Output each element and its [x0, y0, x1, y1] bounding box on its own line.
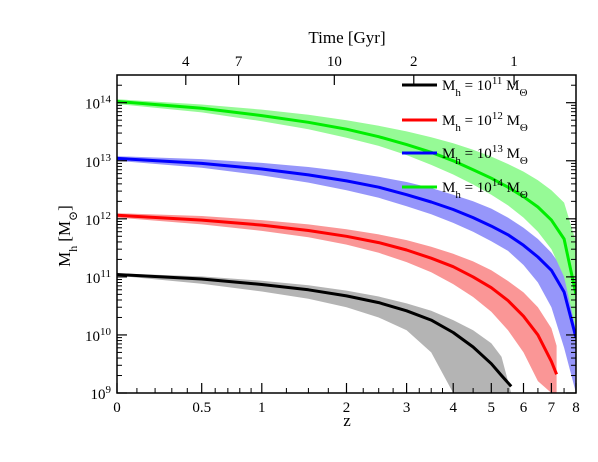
x-tick-label: 6	[520, 400, 528, 416]
y-tick-label: 1014	[85, 94, 112, 113]
scatter-bands	[117, 99, 576, 393]
top-tick-label: 10	[327, 54, 342, 70]
x-tick-label: 4	[449, 400, 457, 416]
scatter-band-12	[117, 213, 557, 393]
y-axis-unit-sub: ⊙	[66, 211, 80, 221]
y-axis-symbol: M	[55, 252, 74, 267]
y-axis-unit-close: ]	[55, 205, 74, 211]
legend-label: Mh = 1014 MΘ	[442, 177, 528, 201]
x-tick-label: 0.5	[192, 400, 211, 416]
x-axis-title: z	[343, 411, 351, 430]
y-axis-symbol-sub: h	[66, 246, 80, 252]
y-tick-label: 109	[91, 384, 112, 403]
scatter-band-14	[117, 99, 576, 331]
x-tick-label: 2	[343, 400, 351, 416]
top-tick-label: 7	[235, 54, 243, 70]
median-line-11	[117, 273, 513, 388]
legend-label: Mh = 1012 MΘ	[442, 110, 528, 134]
x-tick-label: 1	[258, 400, 266, 416]
top-tick-label: 1	[510, 54, 518, 70]
x-tick-label: 5	[488, 400, 496, 416]
median-line-14	[117, 100, 576, 295]
x-tick-label: 3	[403, 400, 411, 416]
legend-label: Mh = 1013 MΘ	[442, 143, 528, 167]
top-tick-label: 2	[410, 54, 418, 70]
scatter-band-11	[117, 273, 512, 393]
y-tick-label: 1011	[85, 268, 111, 287]
top-tick-label: 4	[182, 54, 190, 70]
median-lines	[117, 100, 576, 388]
y-axis-title: Mh [M⊙]	[55, 205, 80, 267]
y-tick-label: 1013	[85, 152, 112, 171]
legend-label: Mh = 1011 MΘ	[442, 75, 528, 99]
top-axis-title: Time [Gyr]	[308, 28, 385, 47]
x-tick-label: 0	[113, 400, 121, 416]
y-tick-label: 1010	[85, 326, 112, 345]
x-tick-label: 8	[572, 400, 580, 416]
median-line-12	[117, 213, 558, 375]
scatter-band-13	[117, 156, 576, 393]
y-tick-label: 1012	[85, 210, 111, 229]
legend: Mh = 1011 MΘ Mh = 1012 MΘ Mh = 1013 MΘ Mh =…	[402, 75, 528, 201]
median-line-13	[117, 156, 576, 338]
x-tick-label: 7	[548, 400, 556, 416]
y-axis-unit: [M	[55, 221, 74, 242]
